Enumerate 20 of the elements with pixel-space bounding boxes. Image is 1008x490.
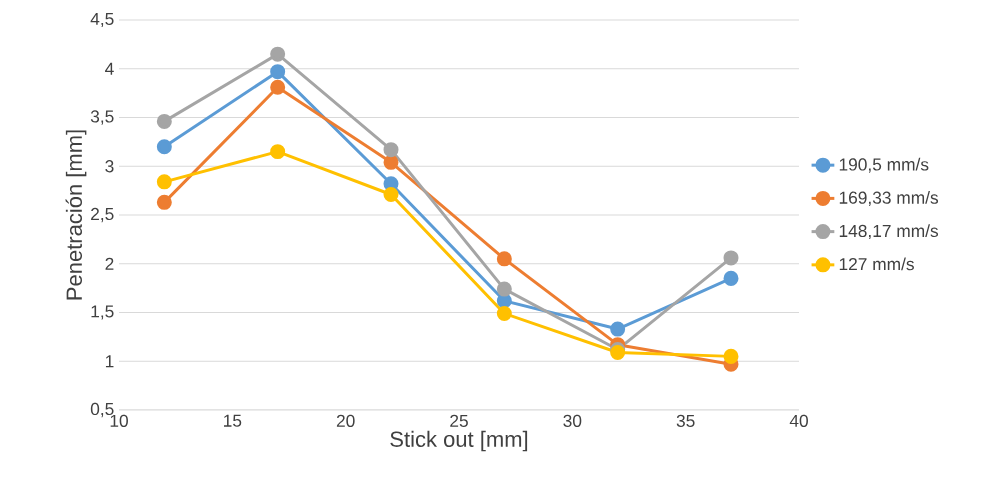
y-tick-label: 1 <box>105 355 114 368</box>
y-tick-label: 4,5 <box>90 12 114 28</box>
y-tick-label: 1,5 <box>91 305 114 320</box>
y-tick-label: 4 <box>105 62 114 75</box>
legend-label: 127 mm/s <box>839 257 914 271</box>
x-tick-label: 20 <box>336 414 355 427</box>
legend-label: 169,33 mm/s <box>839 191 939 206</box>
x-tick-label: 30 <box>563 414 582 427</box>
y-tick-label: 3,5 <box>90 110 114 125</box>
y-tick-label: 3 <box>105 160 114 173</box>
x-tick-label: 40 <box>789 414 808 427</box>
x-tick-label: 15 <box>224 414 242 427</box>
legend-label: 190,5 mm/s <box>839 157 929 173</box>
x-tick-label: 35 <box>676 414 695 427</box>
x-axis-title: Stick out [mm] <box>390 430 528 452</box>
x-tick-label: 25 <box>450 414 468 427</box>
legend-label: 148,17 mm/s <box>839 224 939 240</box>
y-tick-label: 2 <box>105 257 114 270</box>
y-tick-label: 2,5 <box>91 207 114 223</box>
y-axis-title: Penetración [mm] <box>65 130 87 300</box>
